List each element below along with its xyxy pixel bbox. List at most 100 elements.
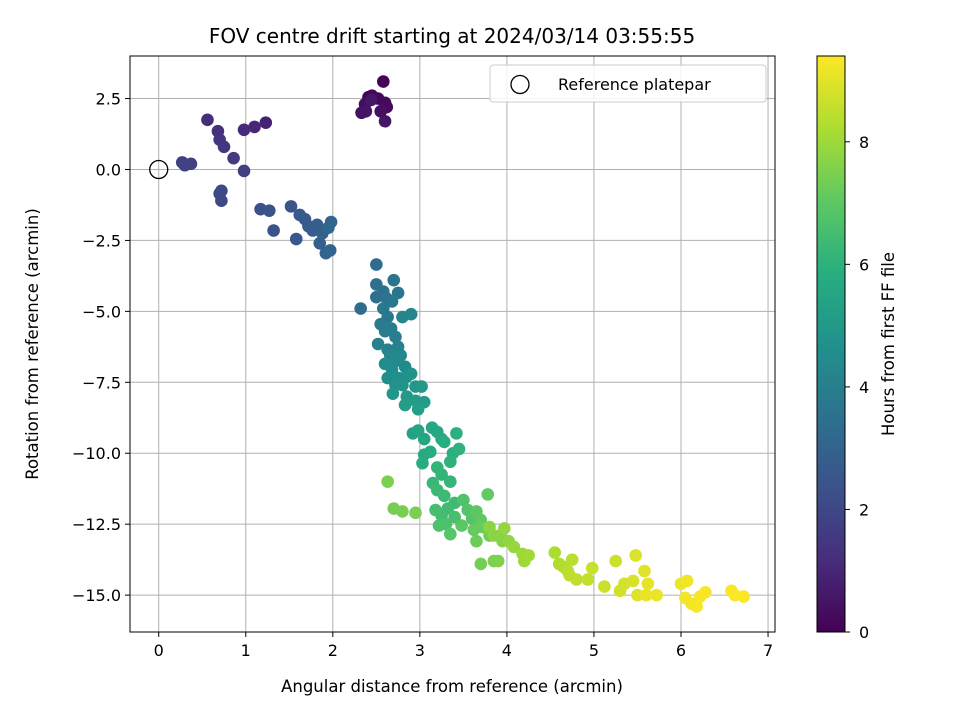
- data-point: [680, 574, 694, 588]
- y-axis-label: Rotation from reference (arcmin): [23, 208, 42, 480]
- data-point: [416, 456, 429, 470]
- colorbar-tick-label: 0: [859, 623, 869, 642]
- colorbar-tick-label: 4: [859, 378, 869, 397]
- data-point: [629, 549, 643, 562]
- data-point: [398, 398, 412, 412]
- y-axis-ticks: 2.5 0.0 −2.5 −5.0 −7.5 −10.0 −12.5 −15.0: [72, 90, 130, 605]
- data-point: [404, 367, 418, 381]
- data-point: [364, 93, 378, 107]
- data-point: [178, 158, 192, 172]
- colorbar-tick-label: 2: [859, 500, 869, 519]
- reference-marker-layer: [149, 159, 169, 180]
- data-point: [359, 105, 373, 118]
- data-point: [396, 505, 409, 518]
- data-point: [444, 475, 457, 488]
- x-tick-label: 2: [328, 641, 338, 660]
- data-point: [639, 588, 653, 602]
- data-point: [487, 529, 501, 542]
- data-point: [248, 120, 261, 134]
- data-point: [215, 194, 228, 208]
- x-tick-label: 0: [154, 641, 164, 660]
- x-tick-label: 1: [241, 641, 251, 660]
- data-point: [313, 236, 327, 250]
- data-point: [389, 330, 402, 344]
- data-point: [259, 116, 273, 129]
- data-point: [609, 554, 623, 568]
- data-points: [175, 75, 750, 613]
- data-point: [394, 349, 408, 362]
- data-point: [370, 258, 383, 271]
- data-point: [548, 546, 562, 559]
- data-point: [378, 114, 392, 128]
- x-tick-label: 3: [415, 641, 425, 660]
- data-point: [432, 519, 446, 532]
- y-tick-label: 0.0: [96, 160, 121, 179]
- x-tick-label: 7: [763, 641, 773, 660]
- data-point: [323, 244, 337, 257]
- data-point: [237, 123, 251, 137]
- data-point: [598, 580, 611, 593]
- data-point: [387, 273, 401, 287]
- legend: Reference platepar: [489, 64, 767, 103]
- x-tick-label: 5: [589, 641, 599, 660]
- data-point: [267, 224, 280, 237]
- data-point: [699, 585, 712, 599]
- data-point: [354, 302, 367, 315]
- data-point: [481, 488, 495, 501]
- data-point: [565, 553, 579, 566]
- y-tick-label: −7.5: [82, 373, 121, 392]
- data-point: [396, 378, 409, 392]
- data-point: [424, 445, 437, 459]
- data-point: [284, 200, 298, 213]
- data-point: [507, 540, 521, 554]
- data-point: [404, 307, 418, 321]
- data-point: [376, 75, 390, 88]
- data-point: [417, 432, 431, 446]
- legend-reference-marker-icon: [510, 74, 530, 95]
- data-point: [641, 577, 655, 591]
- y-tick-label: −15.0: [72, 586, 121, 605]
- chart-title: FOV centre drift starting at 2024/03/14 …: [209, 24, 695, 48]
- data-point: [585, 561, 599, 575]
- x-tick-label: 6: [676, 641, 686, 660]
- data-point: [201, 113, 214, 127]
- data-point: [435, 468, 448, 481]
- colorbar-tick-label: 6: [859, 255, 869, 274]
- data-point: [455, 519, 468, 532]
- legend-box: [489, 64, 767, 103]
- data-point: [522, 549, 535, 562]
- data-point: [570, 573, 583, 586]
- data-point: [470, 534, 483, 548]
- reference-point-marker: [149, 159, 169, 180]
- data-point: [474, 557, 488, 571]
- data-point: [381, 475, 394, 488]
- data-point: [581, 573, 595, 586]
- y-tick-label: −2.5: [82, 231, 121, 250]
- y-tick-label: −5.0: [82, 302, 121, 321]
- data-point: [626, 574, 640, 588]
- data-point: [690, 600, 703, 613]
- data-point: [450, 427, 463, 440]
- data-point: [491, 554, 505, 568]
- data-point: [217, 140, 231, 154]
- x-tick-label: 4: [502, 641, 512, 660]
- data-point: [444, 455, 457, 469]
- data-point: [371, 337, 385, 351]
- data-point: [411, 402, 425, 416]
- data-point: [322, 221, 335, 234]
- data-point: [497, 522, 511, 535]
- data-point: [737, 590, 750, 603]
- x-axis-ticks: 0 1 2 3 4 5 6 7: [154, 632, 773, 660]
- data-point: [415, 380, 428, 393]
- x-axis-label: Angular distance from reference (arcmin): [281, 677, 623, 696]
- data-point: [289, 232, 303, 246]
- colorbar-tick-label: 8: [859, 133, 869, 152]
- data-point: [237, 164, 251, 178]
- y-tick-label: 2.5: [96, 90, 121, 109]
- data-point: [374, 105, 387, 118]
- data-point: [650, 588, 663, 602]
- data-point: [631, 588, 644, 602]
- colorbar-label: Hours from first FF file: [879, 252, 898, 436]
- colorbar: 0 2 4 6 8 Hours from first FF file: [816, 55, 898, 642]
- data-point: [638, 564, 651, 578]
